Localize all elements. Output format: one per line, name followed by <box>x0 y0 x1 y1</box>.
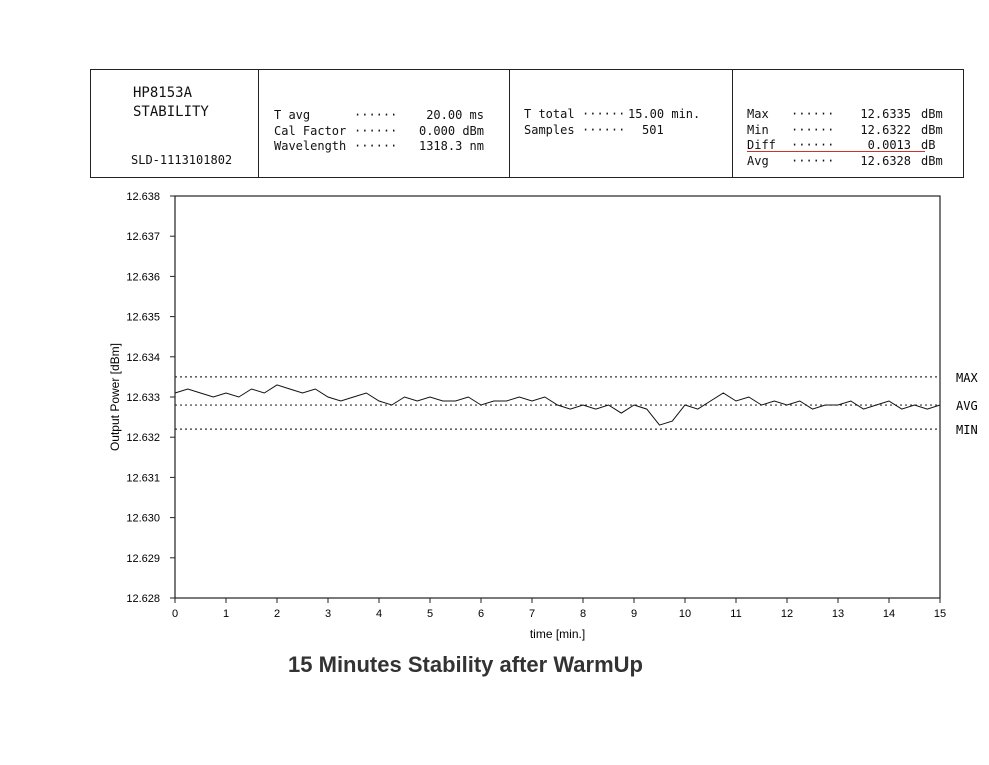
header-panel: HP8153A STABILITY SLD-1113101802 T avg ·… <box>90 69 964 178</box>
stat-unit: dB <box>921 138 936 152</box>
ref-label-max: MAX <box>956 371 978 385</box>
param-row: Cal Factor ······ 0.000 dBm <box>274 124 484 140</box>
param-label: T avg <box>274 108 311 122</box>
ref-label-avg: AVG <box>956 399 978 413</box>
param-label: Cal Factor <box>274 123 347 138</box>
x-tick-label: 15 <box>934 608 946 620</box>
x-axis-label: time [min.] <box>530 627 585 641</box>
y-tick-label: 12.633 <box>126 392 160 404</box>
x-tick-label: 3 <box>325 608 331 620</box>
stats-params: Max ······ 12.6335 dBm Min ······ 12.632… <box>747 107 951 169</box>
timing-cell: T total ······ 15.00 min. Samples ······… <box>510 70 733 177</box>
param-row: T avg ······ 20.00 ms <box>274 108 484 124</box>
device-model: HP8153A STABILITY <box>133 84 209 122</box>
acquisition-params: T avg ······ 20.00 ms Cal Factor ······ … <box>274 108 484 155</box>
x-tick-label: 13 <box>832 608 844 620</box>
param-row: Wavelength ······ 1318.3 nm <box>274 139 484 155</box>
x-tick-label: 14 <box>883 608 895 620</box>
chart-title: 15 Minutes Stability after WarmUp <box>288 652 643 677</box>
acquisition-cell: T avg ······ 20.00 ms Cal Factor ······ … <box>259 70 510 177</box>
reference-lines: MAX AVG MIN <box>175 371 978 437</box>
param-label: Wavelength <box>274 139 347 153</box>
y-axis-label: Output Power [dBm] <box>108 343 122 451</box>
param-dots: ······ <box>354 123 398 138</box>
y-tick-label: 12.632 <box>126 432 160 444</box>
stat-row: Max ······ 12.6335 dBm <box>747 107 951 123</box>
y-tick-label: 12.637 <box>126 231 160 243</box>
series <box>174 384 941 426</box>
stat-dots: ······ <box>791 107 835 121</box>
plot-frame <box>174 195 941 599</box>
stat-dots: ······ <box>791 153 835 168</box>
param-value: 0.000 dBm <box>418 123 484 138</box>
y-tick-label: 12.628 <box>126 593 160 605</box>
x-tick-label: 6 <box>478 608 484 620</box>
diff-underline <box>747 151 925 152</box>
device-info-cell: HP8153A STABILITY SLD-1113101802 <box>91 70 259 177</box>
stat-value: 12.6322 <box>860 122 911 137</box>
device-serial: SLD-1113101802 <box>131 153 233 167</box>
x-tick-label: 11 <box>730 608 741 620</box>
y-tick-label: 12.630 <box>126 513 160 525</box>
x-axis: 0 1 2 3 4 5 6 7 8 9 10 11 12 13 14 15 <box>172 598 946 620</box>
stat-label: Min <box>747 122 769 137</box>
stat-dots: ······ <box>791 122 835 137</box>
x-tick-label: 12 <box>781 608 793 620</box>
stat-value: 0.0013 <box>867 138 911 152</box>
x-tick-label: 10 <box>679 608 691 620</box>
stat-unit: dBm <box>921 153 943 168</box>
stat-dots: ······ <box>791 138 835 152</box>
stat-label: Diff <box>747 138 776 152</box>
x-tick-label: 7 <box>529 608 535 620</box>
stat-row: Avg ······ 12.6328 dBm <box>747 154 951 170</box>
param-dots: ······ <box>582 122 626 137</box>
stats-cell: Max ······ 12.6335 dBm Min ······ 12.632… <box>733 70 963 177</box>
stability-chart: 12.628 12.629 12.630 12.631 12.632 12.633 12.6… <box>108 191 978 641</box>
y-tick-label: 12.636 <box>126 271 160 283</box>
y-tick-label: 12.638 <box>126 191 160 203</box>
ref-label-min: MIN <box>956 423 978 437</box>
measurement-mode: STABILITY <box>133 104 209 120</box>
param-label: T total <box>524 107 575 121</box>
stat-value: 12.6328 <box>860 153 911 168</box>
x-tick-label: 5 <box>427 608 433 620</box>
param-value: 20.00 ms <box>426 108 484 122</box>
param-value: 501 <box>642 122 664 137</box>
y-tick-label: 12.634 <box>126 352 160 364</box>
timing-params: T total ······ 15.00 min. Samples ······… <box>524 107 736 138</box>
y-tick-label: 12.631 <box>126 472 160 484</box>
stat-row: Diff ······ 0.0013 dB <box>747 138 951 154</box>
param-value: 1318.3 nm <box>418 139 484 153</box>
x-tick-label: 4 <box>376 608 382 620</box>
stat-unit: dBm <box>921 107 943 121</box>
x-tick-label: 8 <box>580 608 586 620</box>
y-tick-label: 12.629 <box>126 553 160 565</box>
x-tick-label: 0 <box>172 608 178 620</box>
x-tick-label: 9 <box>631 608 637 620</box>
param-value: 15.00 min. <box>628 107 701 121</box>
device-model-name: HP8153A <box>133 85 193 101</box>
x-tick-label: 2 <box>274 608 280 620</box>
param-row: Samples ······ 501 <box>524 123 736 139</box>
y-axis: 12.628 12.629 12.630 12.631 12.632 12.633 12.6… <box>126 191 175 605</box>
series-line <box>174 384 941 426</box>
stat-label: Max <box>747 107 769 121</box>
param-dots: ······ <box>354 108 398 122</box>
stat-unit: dBm <box>921 122 943 137</box>
stat-label: Avg <box>747 153 769 168</box>
y-tick-label: 12.635 <box>126 312 160 324</box>
param-row: T total ······ 15.00 min. <box>524 107 736 123</box>
stat-row: Min ······ 12.6322 dBm <box>747 123 951 139</box>
param-label: Samples <box>524 122 575 137</box>
x-tick-label: 1 <box>223 608 229 620</box>
param-dots: ······ <box>354 139 398 153</box>
param-dots: ······ <box>582 107 626 121</box>
stat-value: 12.6335 <box>860 107 911 121</box>
